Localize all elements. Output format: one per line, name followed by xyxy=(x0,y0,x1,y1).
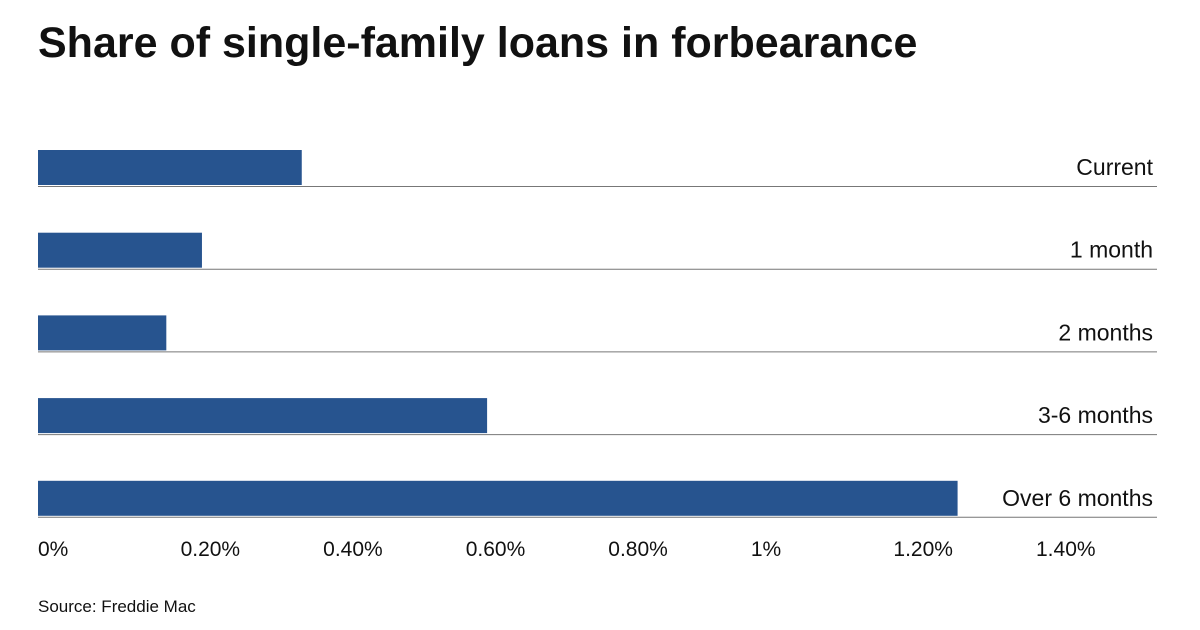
category-label: 2 months xyxy=(1058,319,1153,345)
x-tick-label: 0.20% xyxy=(181,538,241,561)
x-tick-label: 1.20% xyxy=(893,538,953,561)
chart-title: Share of single-family loans in forbeara… xyxy=(38,19,917,67)
x-tick-label: 1.40% xyxy=(1036,538,1096,561)
x-tick-label: 0.60% xyxy=(466,538,526,561)
bar xyxy=(38,398,488,434)
x-tick-label: 1% xyxy=(751,538,781,561)
bar xyxy=(38,150,302,185)
bar xyxy=(38,315,167,351)
category-label: 1 month xyxy=(1070,237,1153,263)
x-tick-label: 0.80% xyxy=(608,538,668,561)
category-label: Current xyxy=(1076,154,1153,180)
bar xyxy=(38,232,202,268)
x-tick-label: 0.40% xyxy=(323,538,383,561)
category-label: Over 6 months xyxy=(1002,485,1153,511)
bar xyxy=(38,480,958,516)
x-tick-label: 0% xyxy=(38,538,68,561)
category-label: 3-6 months xyxy=(1038,402,1153,428)
source: Source: Freddie Mac xyxy=(38,597,196,616)
